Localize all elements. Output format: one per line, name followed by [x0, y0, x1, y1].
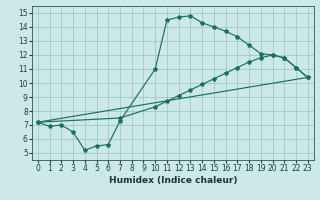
X-axis label: Humidex (Indice chaleur): Humidex (Indice chaleur) — [108, 176, 237, 185]
